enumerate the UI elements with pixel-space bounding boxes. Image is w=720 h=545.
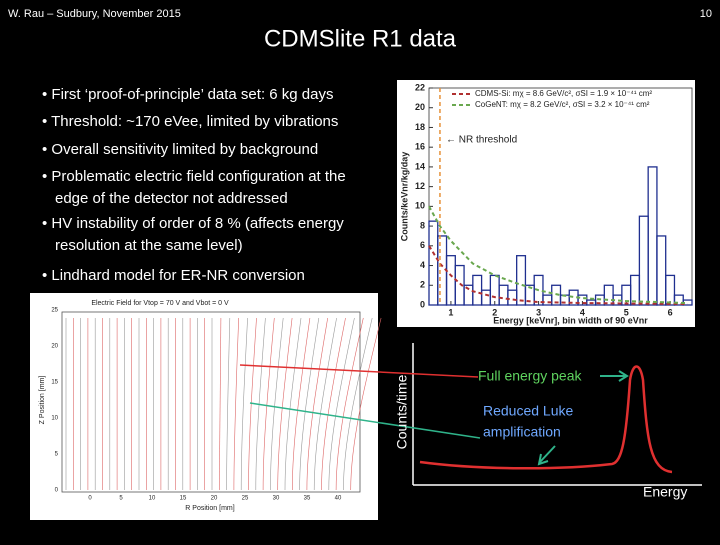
field-x-tick: 25 <box>242 496 249 502</box>
x-tick-label: 5 <box>624 307 629 317</box>
bullets: • First ‘proof-of-principle’ data set: 6… <box>42 86 346 284</box>
field-plot-frame <box>61 311 361 493</box>
field-line <box>299 317 320 491</box>
field-x-tick: 20 <box>211 496 218 502</box>
x-tick-label: 4 <box>580 307 585 317</box>
peak-label: Full energy peak <box>478 368 583 384</box>
legend-label: CDMS-Si: mχ = 8.6 GeV/c², σSI = 1.9 × 10… <box>475 89 652 98</box>
field-y-tick: 25 <box>51 308 58 314</box>
model-curve <box>428 245 688 306</box>
field-line <box>240 317 248 491</box>
field-line <box>233 317 239 491</box>
y-tick-label: 22 <box>415 82 425 92</box>
bar <box>516 255 527 306</box>
bullet-text: • Lindhard model for ER-NR conversion <box>42 267 305 284</box>
field-line <box>226 317 231 491</box>
y-tick-label: 10 <box>415 201 425 211</box>
sketch-x-label: Energy <box>643 484 687 500</box>
sketch: Full energy peak Reduced Luke amplificat… <box>239 343 702 500</box>
field-y-tick: 5 <box>55 452 59 458</box>
chart-background <box>397 80 695 327</box>
slide-title: CDMSlite R1 data <box>264 25 457 52</box>
luke-label: amplification <box>483 424 561 440</box>
bullet-text: • HV instability of order of 8 % (affect… <box>42 215 344 232</box>
field-line <box>248 317 257 491</box>
field-title: Electric Field for Vtop = 70 V and Vbot … <box>91 300 229 307</box>
field-x-tick: 30 <box>273 496 280 502</box>
y-axis-label: Counts/keVnr/kg/day <box>399 152 409 242</box>
arrow <box>539 445 556 463</box>
y-tick-label: 14 <box>415 161 425 171</box>
field-x-tick: 5 <box>119 496 123 502</box>
field-y-tick: 10 <box>51 416 58 422</box>
x-tick-label: 6 <box>668 307 673 317</box>
y-tick-label: 2 <box>420 280 425 290</box>
luke-label: Reduced Luke <box>483 403 574 419</box>
sketch-curve <box>419 365 673 474</box>
field-line <box>313 317 337 491</box>
field-line <box>328 317 355 491</box>
bullet-text: • Overall sensitivity limited by backgro… <box>42 141 318 158</box>
field-y-label: Z Position [mm] <box>39 376 46 425</box>
field-line <box>321 317 346 491</box>
header-left: W. Rau – Sudbury, November 2015 <box>8 8 181 20</box>
field-x-tick: 35 <box>304 496 311 502</box>
arrow-head <box>618 370 629 382</box>
connector-line <box>239 364 479 378</box>
field-line <box>306 317 328 491</box>
bullet-text: • First ‘proof-of-principle’ data set: 6… <box>42 86 333 103</box>
x-tick-label: 2 <box>492 307 497 317</box>
field-line <box>350 317 382 491</box>
y-tick-label: 8 <box>420 220 425 230</box>
bar <box>656 235 667 306</box>
sketch-y-label: Counts/time <box>394 374 410 449</box>
arrow-head <box>537 453 549 466</box>
bullet-text: edge of the detector not addressed <box>55 190 288 207</box>
x-axis-label: Energy [keVnr], bin width of 90 eVnr <box>493 315 648 325</box>
field-x-tick: 15 <box>180 496 187 502</box>
bullet-text: • Threshold: ~170 eVee, limited by vibra… <box>42 113 338 130</box>
threshold-label: ← NR threshold <box>446 135 517 146</box>
field-x-tick: 10 <box>149 496 156 502</box>
field-x-label: R Position [mm] <box>185 505 234 512</box>
legend-label: CoGeNT: mχ = 8.2 GeV/c², σSI = 3.2 × 10⁻… <box>475 100 650 109</box>
x-tick-label: 1 <box>448 307 453 317</box>
y-tick-label: 20 <box>415 102 425 112</box>
field-line <box>219 317 222 491</box>
bullet-text: • Problematic electric field configurati… <box>42 168 346 185</box>
field-line <box>292 317 311 491</box>
field-x-tick: 40 <box>335 496 342 502</box>
y-tick-label: 12 <box>415 181 425 191</box>
y-tick-label: 18 <box>415 122 425 132</box>
field-x-tick: 0 <box>88 496 92 502</box>
field-line <box>270 317 284 491</box>
field-y-tick: 20 <box>51 344 58 350</box>
y-tick-label: 4 <box>420 260 425 270</box>
field-y-tick: 15 <box>51 380 58 386</box>
field-line <box>262 317 275 491</box>
bar <box>665 274 676 306</box>
field-line <box>335 317 364 491</box>
bullet-text: resolution at the same level) <box>55 237 243 254</box>
field-line <box>255 317 266 491</box>
y-tick-label: 0 <box>420 299 425 309</box>
connector-line <box>249 402 481 439</box>
field-y-tick: 0 <box>55 488 59 494</box>
model-curve <box>428 205 688 305</box>
field-line <box>343 317 373 491</box>
y-tick-label: 6 <box>420 240 425 250</box>
field-plot: Electric Field for Vtop = 70 V and Vbot … <box>39 300 382 512</box>
page-number: 10 <box>700 8 712 20</box>
y-tick-label: 16 <box>415 142 425 152</box>
x-tick-label: 3 <box>536 307 541 317</box>
